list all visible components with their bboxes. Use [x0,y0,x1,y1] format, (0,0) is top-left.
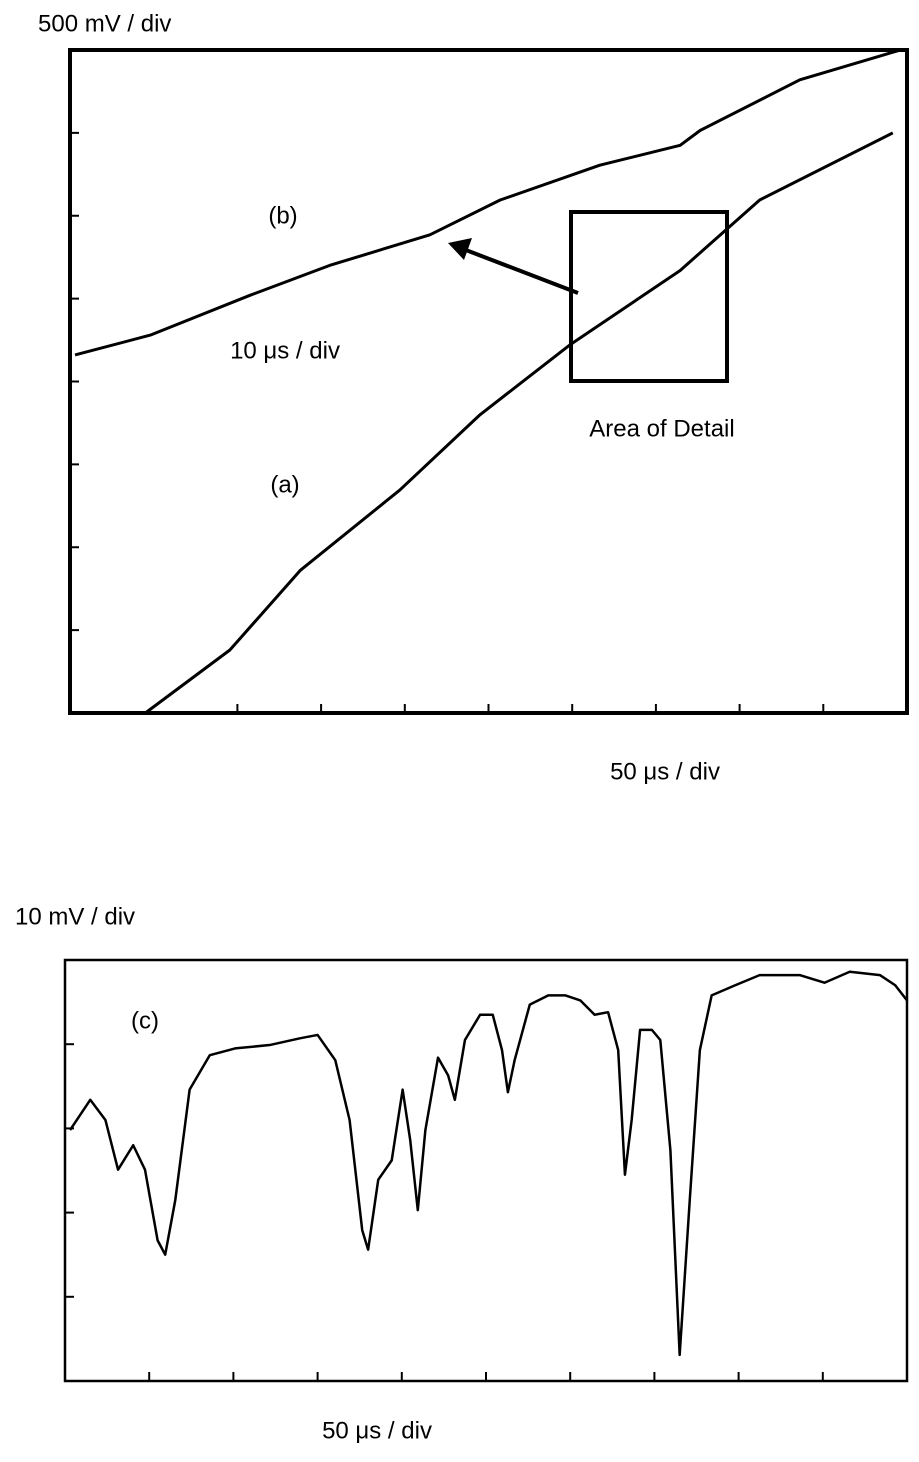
x-axis-label: 50 μs / div [322,1417,432,1444]
y-axis-label: 10 mV / div [15,903,135,930]
annotation: Area of Detail [589,415,734,442]
x-axis-label: 50 μs / div [610,758,720,785]
trace [144,131,894,715]
series-label: (a) [270,471,299,498]
plot-frame [68,48,909,715]
series-label: (b) [268,202,297,229]
annotation: 10 μs / div [230,337,340,364]
arrow [457,245,579,295]
trace [74,48,901,357]
detail-box [569,210,729,383]
trace [69,970,908,1357]
y-axis-label: 500 mV / div [38,10,171,37]
arrow-head [448,238,472,260]
plot-frame [63,958,909,1383]
series-label: (c) [131,1007,159,1034]
